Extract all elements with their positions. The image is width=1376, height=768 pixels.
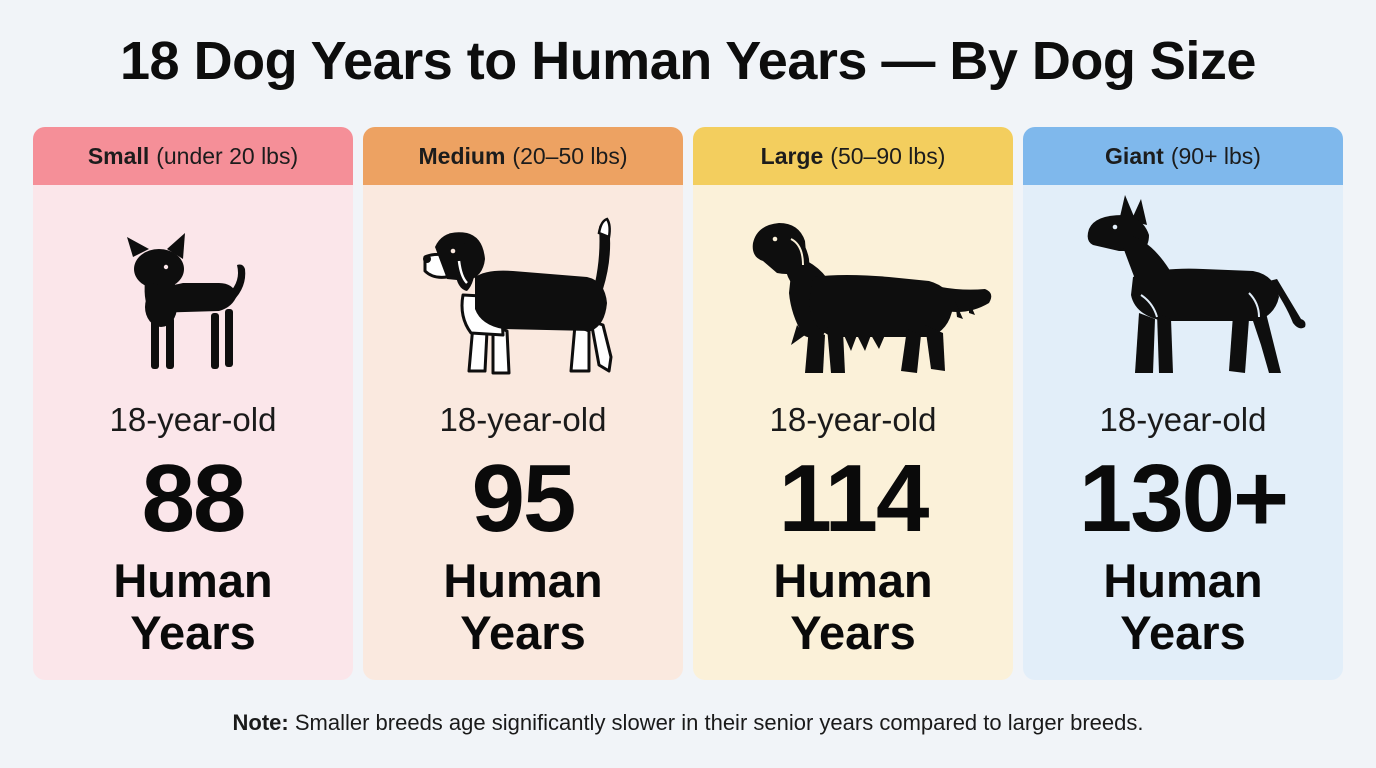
footnote: Note: Smaller breeds age significantly s… xyxy=(0,708,1376,738)
size-range: (under 20 lbs) xyxy=(156,142,299,169)
card-header-giant: Giant (90+ lbs) xyxy=(1023,127,1343,185)
size-name: Small xyxy=(87,142,150,169)
chihuahua-icon xyxy=(127,233,246,369)
human-years-unit: Human Years xyxy=(1103,554,1263,659)
size-name: Giant xyxy=(1105,142,1164,169)
size-name: Large xyxy=(760,142,824,169)
human-years-unit: Human Years xyxy=(113,554,273,659)
human-years-value: 130+ xyxy=(1078,445,1289,552)
card-large: Large (50–90 lbs) xyxy=(693,127,1013,680)
card-giant: Giant (90+ lbs) xyxy=(1023,127,1343,680)
age-label: 18-year-old xyxy=(769,401,937,438)
human-years-value: 114 xyxy=(778,445,930,552)
card-header-medium: Medium (20–50 lbs) xyxy=(363,127,683,185)
human-years-value: 95 xyxy=(471,445,577,552)
beagle-icon xyxy=(423,217,613,375)
age-label: 18-year-old xyxy=(1099,401,1267,438)
note-label: Note: xyxy=(232,710,289,735)
great-dane-icon xyxy=(1087,195,1306,373)
human-years-unit: Human Years xyxy=(773,554,933,659)
size-range: (50–90 lbs) xyxy=(830,142,946,169)
size-cards: Small (under 20 lbs) xyxy=(33,127,1343,680)
card-small: Small (under 20 lbs) xyxy=(33,127,353,680)
size-range: (20–50 lbs) xyxy=(512,142,628,169)
human-years-unit: Human Years xyxy=(443,554,603,659)
size-range: (90+ lbs) xyxy=(1170,142,1261,169)
page-title: 18 Dog Years to Human Years — By Dog Siz… xyxy=(120,31,1256,91)
card-header-small: Small (under 20 lbs) xyxy=(33,127,353,185)
golden-retriever-icon xyxy=(752,223,992,373)
note-text: Smaller breeds age significantly slower … xyxy=(288,710,1144,735)
human-years-value: 88 xyxy=(141,445,247,552)
age-label: 18-year-old xyxy=(109,401,277,438)
card-medium: Medium (20–50 lbs) xyxy=(363,127,683,680)
size-name: Medium xyxy=(418,142,506,169)
card-header-large: Large (50–90 lbs) xyxy=(693,127,1013,185)
age-label: 18-year-old xyxy=(439,401,607,438)
